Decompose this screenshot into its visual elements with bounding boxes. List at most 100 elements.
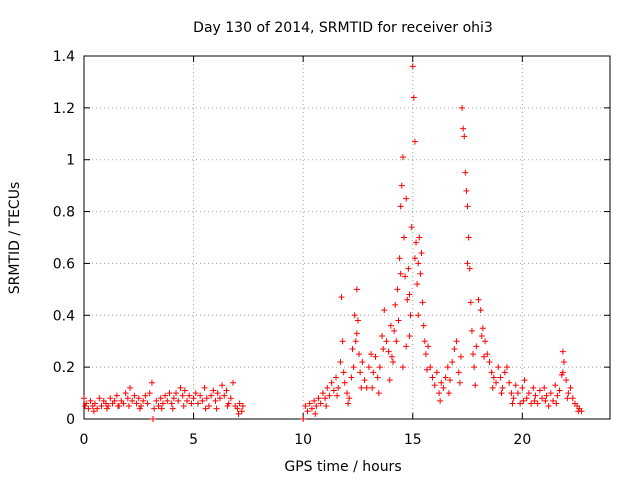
data-point: [411, 255, 418, 262]
data-point: [83, 400, 90, 407]
data-point: [208, 392, 215, 399]
data-point: [563, 377, 570, 384]
data-point: [235, 410, 242, 417]
data-point: [462, 169, 469, 176]
data-point: [353, 286, 360, 293]
data-points: [81, 63, 585, 422]
data-point: [473, 343, 480, 350]
data-point: [210, 387, 217, 394]
data-point: [326, 392, 333, 399]
data-point: [396, 255, 403, 262]
data-point: [169, 405, 176, 412]
data-point: [528, 400, 535, 407]
data-point: [409, 63, 416, 70]
data-point: [137, 403, 144, 410]
data-point: [449, 358, 456, 365]
data-point: [506, 379, 513, 386]
data-point: [353, 330, 360, 337]
data-point: [90, 408, 97, 415]
data-point: [358, 384, 365, 391]
data-point: [381, 307, 388, 314]
data-point: [484, 351, 491, 358]
data-point: [391, 327, 398, 334]
data-point: [98, 403, 105, 410]
data-point: [560, 358, 567, 365]
data-point: [184, 397, 191, 404]
data-point: [113, 392, 120, 399]
grid: [84, 56, 610, 419]
data-point: [354, 317, 361, 324]
data-point: [531, 397, 538, 404]
data-point: [564, 395, 571, 402]
data-point: [166, 390, 173, 397]
data-point: [323, 403, 330, 410]
data-point: [186, 392, 193, 399]
data-point: [127, 384, 134, 391]
data-point: [460, 125, 467, 132]
data-point: [346, 395, 353, 402]
data-point: [406, 291, 413, 298]
data-point: [306, 400, 313, 407]
data-point: [545, 403, 552, 410]
data-point: [337, 358, 344, 365]
data-point: [131, 392, 138, 399]
data-point: [341, 379, 348, 386]
data-point: [168, 400, 175, 407]
data-point: [150, 416, 157, 422]
data-point: [477, 307, 484, 314]
data-point: [151, 405, 158, 412]
data-point: [144, 400, 151, 407]
data-point: [140, 397, 147, 404]
data-point: [471, 364, 478, 371]
data-point: [410, 94, 417, 101]
data-point: [199, 397, 206, 404]
data-point: [202, 405, 209, 412]
data-point: [423, 366, 430, 373]
data-point: [495, 364, 502, 371]
data-point: [490, 374, 497, 381]
data-point: [386, 377, 393, 384]
data-point: [399, 154, 406, 161]
data-point: [352, 338, 359, 345]
data-point: [567, 384, 574, 391]
data-point: [104, 405, 111, 412]
data-point: [146, 390, 153, 397]
data-point: [510, 395, 517, 402]
data-point: [302, 403, 309, 410]
data-point: [393, 338, 400, 345]
data-point: [411, 138, 418, 145]
data-point: [333, 374, 340, 381]
data-point: [339, 338, 346, 345]
data-point: [372, 353, 379, 360]
data-point: [179, 392, 186, 399]
x-tick-label: 20: [513, 432, 531, 448]
data-point: [447, 377, 454, 384]
data-point: [398, 182, 405, 189]
data-point: [188, 400, 195, 407]
data-point: [180, 403, 187, 410]
data-point: [87, 397, 94, 404]
data-point: [503, 364, 510, 371]
data-point: [357, 369, 364, 376]
data-point: [216, 395, 223, 402]
data-point: [340, 369, 347, 376]
data-point: [420, 322, 427, 329]
data-point: [201, 384, 208, 391]
data-point: [125, 403, 132, 410]
data-point: [81, 395, 87, 402]
data-point: [512, 382, 519, 389]
data-point: [111, 397, 118, 404]
data-point: [521, 377, 528, 384]
data-point: [520, 397, 527, 404]
y-tick-label: 0.6: [53, 256, 75, 272]
data-point: [451, 345, 458, 352]
data-point: [368, 351, 375, 358]
data-point: [361, 377, 368, 384]
data-point: [431, 382, 438, 389]
y-tick-label: 1: [66, 153, 75, 169]
data-point: [96, 395, 103, 402]
data-point: [214, 390, 221, 397]
data-point: [181, 387, 188, 394]
data-point: [455, 369, 462, 376]
data-point: [317, 400, 324, 407]
